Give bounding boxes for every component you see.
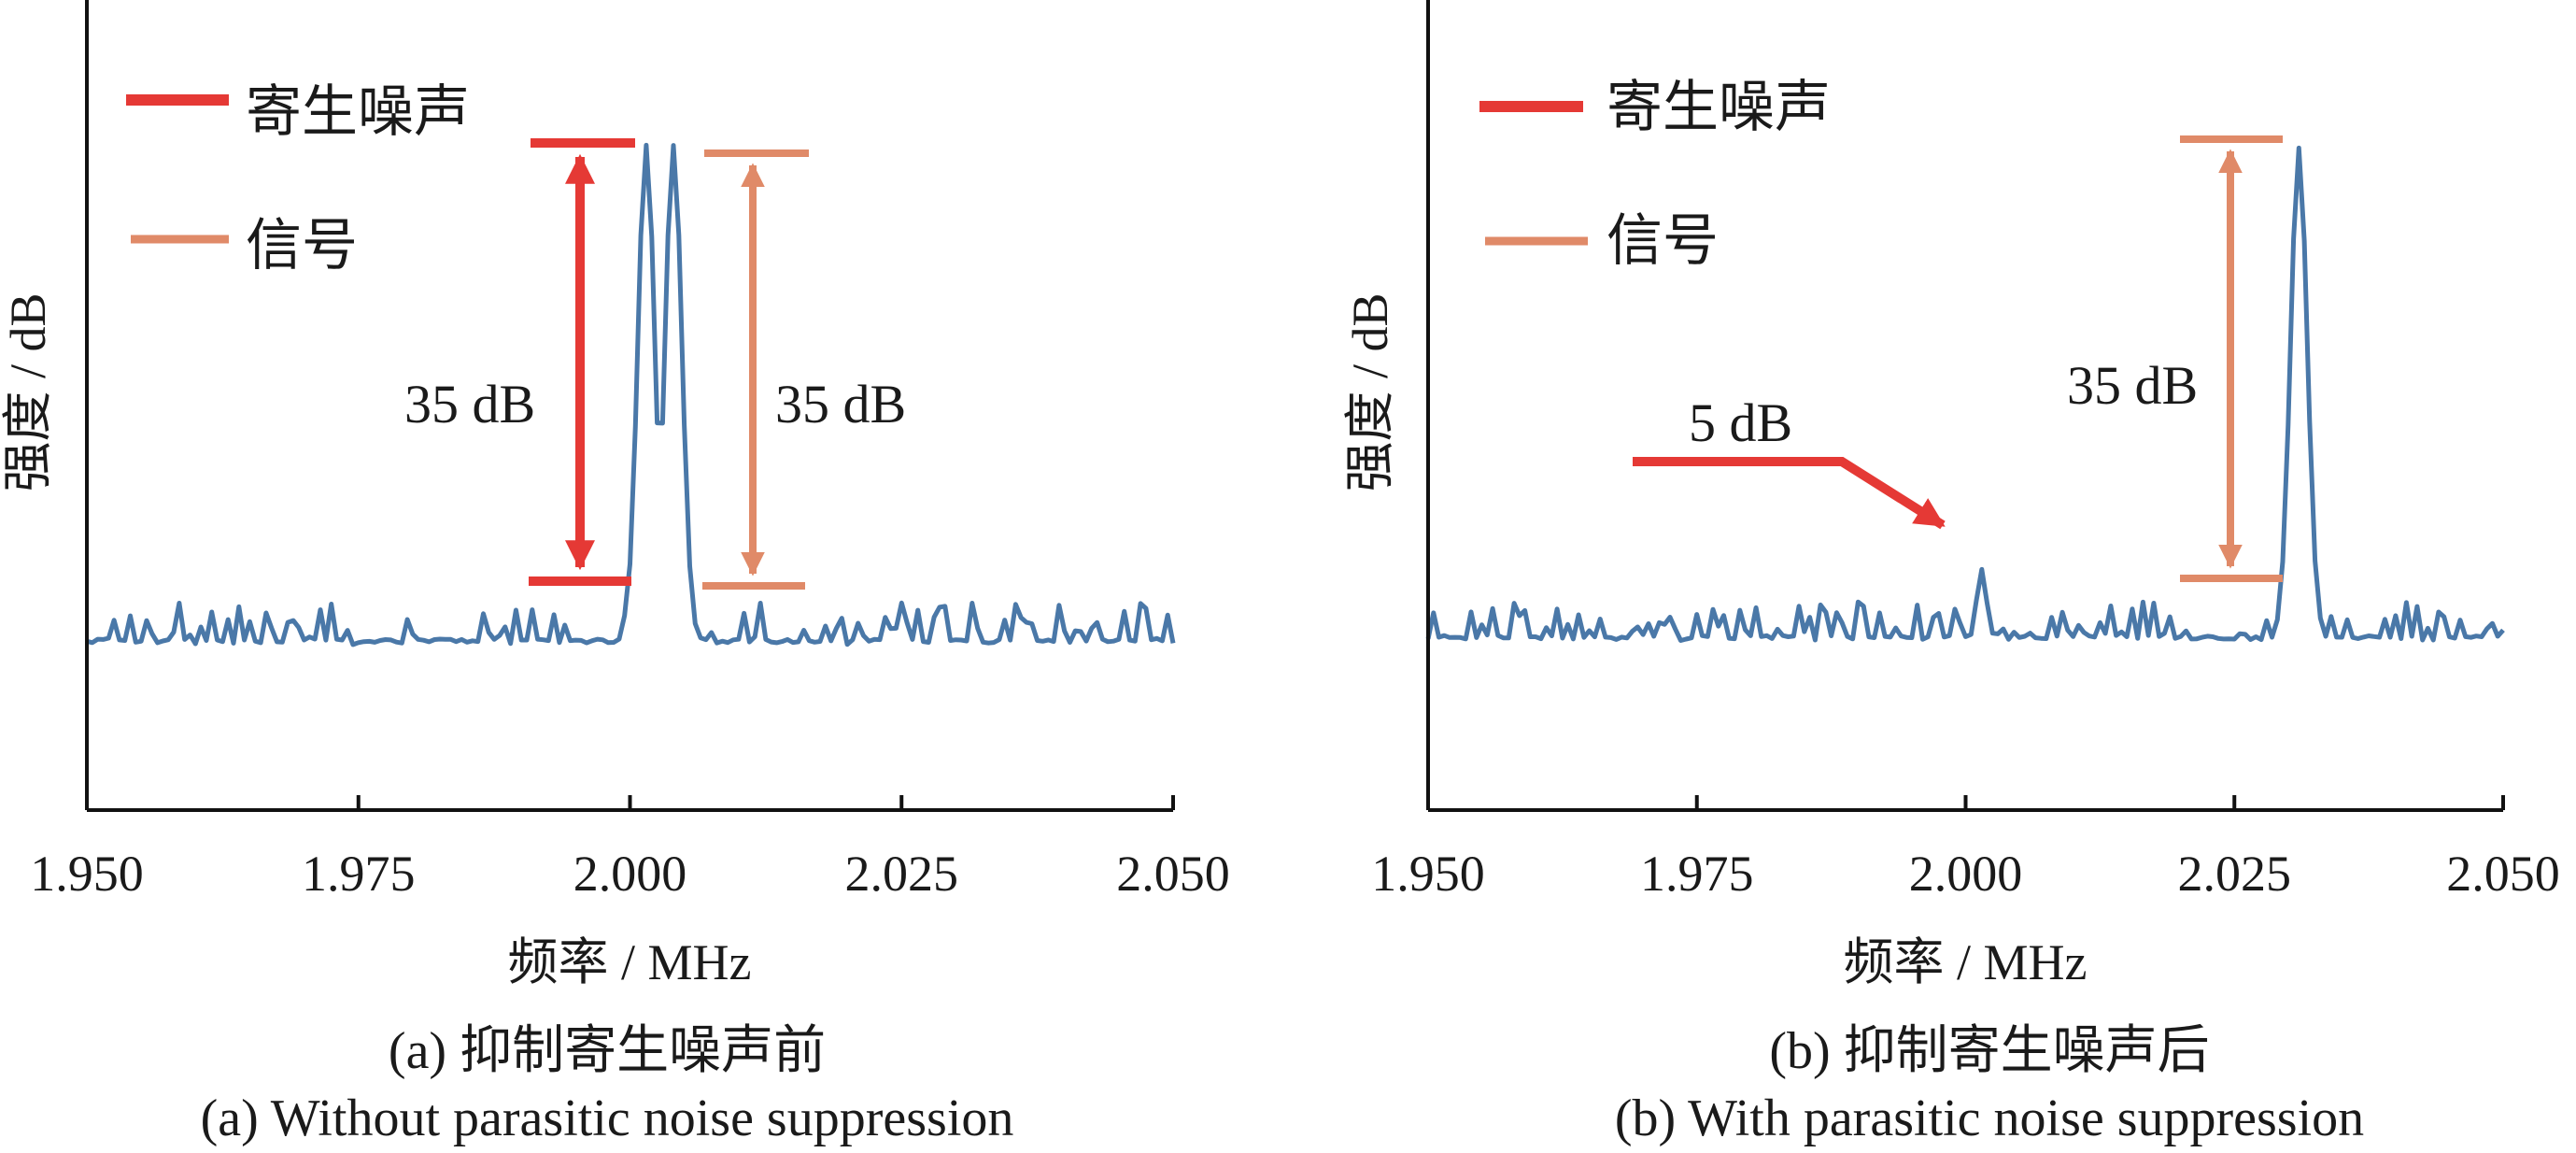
panel-a-spectrum-line [86,142,1176,648]
panel-b-legend-label-signal: 信号 [1606,210,1719,272]
panel-b-spectrum-line [1425,145,2505,643]
panel-b-parasitic-label: 5 dB [1689,392,1792,453]
panel-b-caption-cn: (b) 抑制寄生噪声后 [1769,1022,2209,1080]
panel-a-ylabel: 强度 / dB [0,292,56,491]
panel-b-ylabel: 强度 / dB [1342,292,1398,491]
panel-b-xlabel: 频率 / MHz [1844,934,2088,990]
panel-b-x-tick-label-4: 2.050 [2446,846,2560,902]
panel-a-signal-label: 35 dB [775,374,906,434]
panel-a-x-tick-label-0: 1.950 [30,846,144,902]
panel-b-annotation-parasitic: 5 dB [1633,392,1946,530]
panel-a-parasitic-label: 35 dB [404,374,535,434]
panel-b: 强度 / dB 1.950 1.975 2.000 2.025 2.050 频率 / M… [1342,0,2560,1147]
panel-a-legend-label-parasitic: 寄生噪声 [246,81,470,143]
panel-b-caption-en: (b) With parasitic noise suppression [1615,1089,2364,1147]
panel-a-caption-cn: (a) 抑制寄生噪声前 [389,1022,826,1080]
panel-a: 强度 / dB 1.950 1.975 2.000 2.025 2.050 频率 / M… [0,0,1230,1147]
panel-a-x-tick-label-3: 2.025 [845,846,959,902]
panel-a-series-line [86,142,1176,648]
panel-b-signal-label: 35 dB [2067,355,2198,416]
panel-b-x-ticks: 1.950 1.975 2.000 2.025 2.050 [1371,795,2560,902]
panel-b-x-tick-label-2: 2.000 [1909,846,2023,902]
panel-b-x-tick-label-0: 1.950 [1371,846,1485,902]
panel-a-x-tick-label-4: 2.050 [1116,846,1230,902]
panel-b-legend: 寄生噪声 信号 [1479,77,1831,272]
panel-a-annotation-parasitic: 35 dB [404,138,635,586]
panel-b-series-line [1425,145,2505,643]
panel-b-x-tick-label-3: 2.025 [2178,846,2292,902]
panel-b-parasitic-arrow [1633,457,1946,530]
panel-a-caption-en: (a) Without parasitic noise suppression [201,1089,1014,1147]
panel-b-annotation-signal: 35 dB [2067,135,2283,582]
panel-b-x-tick-label-1: 1.975 [1640,846,1754,902]
panel-b-legend-label-parasitic: 寄生噪声 [1606,77,1831,138]
panel-a-legend-label-signal: 信号 [246,215,358,277]
panel-a-x-tick-label-2: 2.000 [573,846,687,902]
panel-a-annotation-signal: 35 dB [702,149,906,590]
panel-a-x-tick-label-1: 1.975 [302,846,416,902]
panel-a-x-ticks: 1.950 1.975 2.000 2.025 2.050 [30,795,1230,902]
panel-a-xlabel: 频率 / MHz [508,934,752,990]
panel-a-legend: 寄生噪声 信号 [126,81,470,277]
